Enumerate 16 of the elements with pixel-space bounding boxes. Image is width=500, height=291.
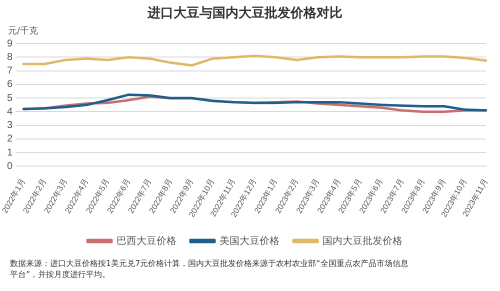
legend-label: 国内大豆批发价格 (322, 234, 402, 247)
legend-label: 美国大豆价格 (220, 234, 280, 247)
y-tick-label: 1 (7, 147, 13, 158)
y-tick-label: 4 (7, 106, 13, 118)
source-note: 数据来源：进口大豆价格按1美元兑7元价格计算，国内大豆批发价格来源于农村农业部“全国重点农产品市场信息平台”，并按月度进行平均。 (10, 258, 410, 280)
y-tick-label: 9 (7, 38, 13, 50)
y-tick-label: 7 (7, 66, 13, 77)
y-tick-label: 6 (7, 79, 13, 90)
y-tick-label: 3 (7, 120, 13, 132)
y-tick-label: 8 (7, 52, 13, 63)
y-tick-label: 2 (7, 134, 13, 145)
y-axis-title: 元/千克 (8, 25, 38, 36)
y-tick-label: 0 (7, 160, 13, 172)
legend-label: 巴西大豆价格 (116, 234, 176, 247)
y-tick-label: 5 (7, 92, 13, 104)
chart-title: 进口大豆与国内大豆批发价格对比 (146, 6, 342, 22)
